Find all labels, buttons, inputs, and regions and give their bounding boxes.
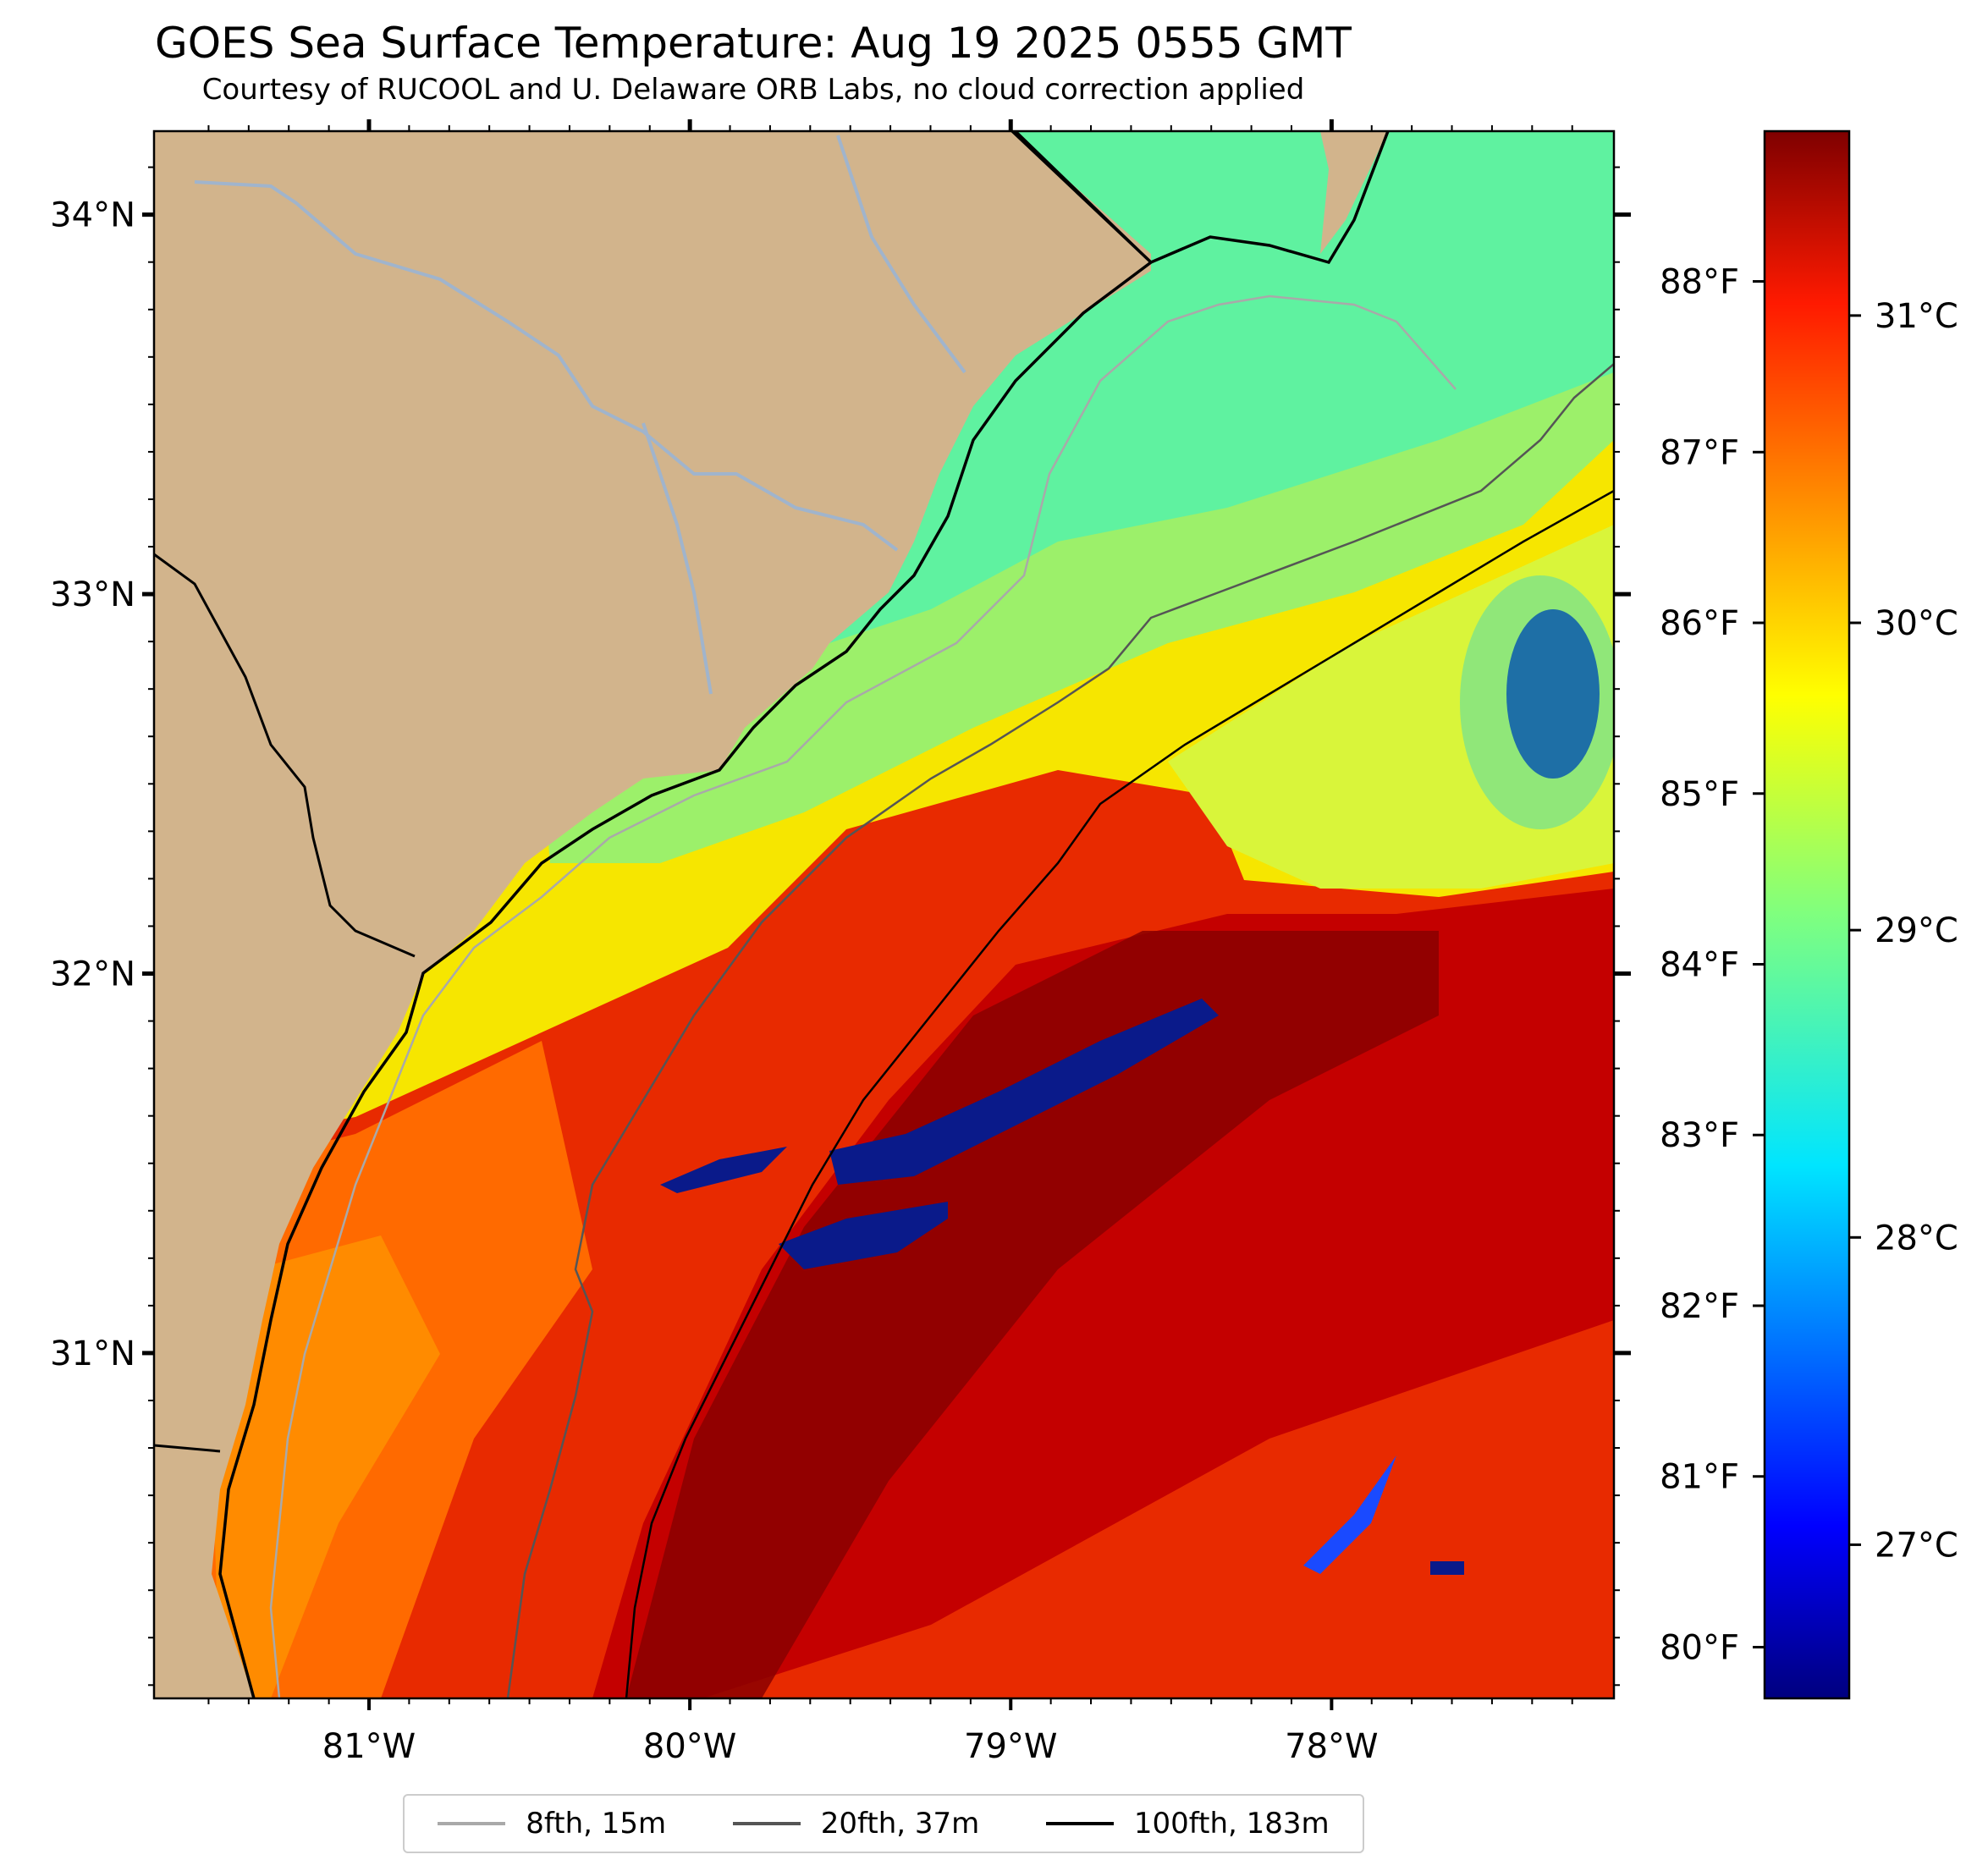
fahrenheit-tick-label: 87°F xyxy=(1660,433,1739,472)
celsius-tick-label: 31°C xyxy=(1875,297,1958,336)
legend-item-20fth: 20fth, 37m xyxy=(732,1807,980,1841)
lat-tick-label: 34°N xyxy=(50,196,135,235)
isobath-100fth xyxy=(625,489,1614,1698)
legend-label-8fth: 8fth, 15m xyxy=(526,1807,667,1841)
isobath-legend: 8fth, 15m 20fth, 37m 100fth, 183m xyxy=(403,1794,1364,1853)
fahrenheit-tick-label: 85°F xyxy=(1660,775,1739,814)
fahrenheit-tick-label: 84°F xyxy=(1660,946,1739,985)
fahrenheit-tick-label: 86°F xyxy=(1660,604,1739,643)
legend-label-20fth: 20fth, 37m xyxy=(820,1807,980,1841)
fahrenheit-tick-label: 83°F xyxy=(1660,1116,1739,1155)
lat-tick-label: 31°N xyxy=(50,1334,135,1373)
celsius-tick-label: 29°C xyxy=(1875,911,1958,950)
lat-tick-label: 32°N xyxy=(50,955,135,994)
isobath-8fth xyxy=(269,294,1457,1698)
lon-tick-label: 79°W xyxy=(964,1727,1057,1766)
colorbar-ticks: 27°C 28°C 29°C 30°C 31°C 80°F 81°F 82°F 83°F 84°F… xyxy=(1660,263,1958,1668)
lon-tick-label: 80°W xyxy=(643,1727,736,1766)
fahrenheit-tick-label: 82°F xyxy=(1660,1287,1739,1326)
legend-swatch-100fth xyxy=(1045,1822,1114,1825)
isobath-20fth xyxy=(506,363,1614,1698)
legend-label-100fth: 100fth, 183m xyxy=(1133,1807,1330,1841)
lon-tick-label: 78°W xyxy=(1285,1727,1378,1766)
legend-swatch-8fth xyxy=(438,1822,506,1825)
colorbar xyxy=(1763,129,1851,1700)
legend-item-8fth: 8fth, 15m xyxy=(438,1807,666,1841)
map-axes: 81°W 80°W 79°W 78°W 34°N 33°N 32°N 31°N xyxy=(50,119,1631,1766)
map-frame xyxy=(152,129,1616,1700)
celsius-tick-label: 28°C xyxy=(1875,1219,1958,1257)
lat-tick-label: 33°N xyxy=(50,575,135,614)
legend-swatch-20fth xyxy=(732,1822,801,1825)
sst-field xyxy=(154,131,1614,1698)
fahrenheit-tick-label: 80°F xyxy=(1660,1628,1739,1667)
lon-tick-label: 81°W xyxy=(322,1727,416,1766)
legend-item-100fth: 100fth, 183m xyxy=(1045,1807,1330,1841)
celsius-tick-label: 30°C xyxy=(1875,604,1958,643)
map-title: GOES Sea Surface Temperature: Aug 19 202… xyxy=(155,19,1352,68)
map-subtitle: Courtesy of RUCOOL and U. Delaware ORB L… xyxy=(201,73,1305,107)
fahrenheit-tick-label: 81°F xyxy=(1660,1458,1739,1497)
celsius-tick-label: 27°C xyxy=(1875,1526,1958,1565)
fahrenheit-tick-label: 88°F xyxy=(1660,263,1739,302)
